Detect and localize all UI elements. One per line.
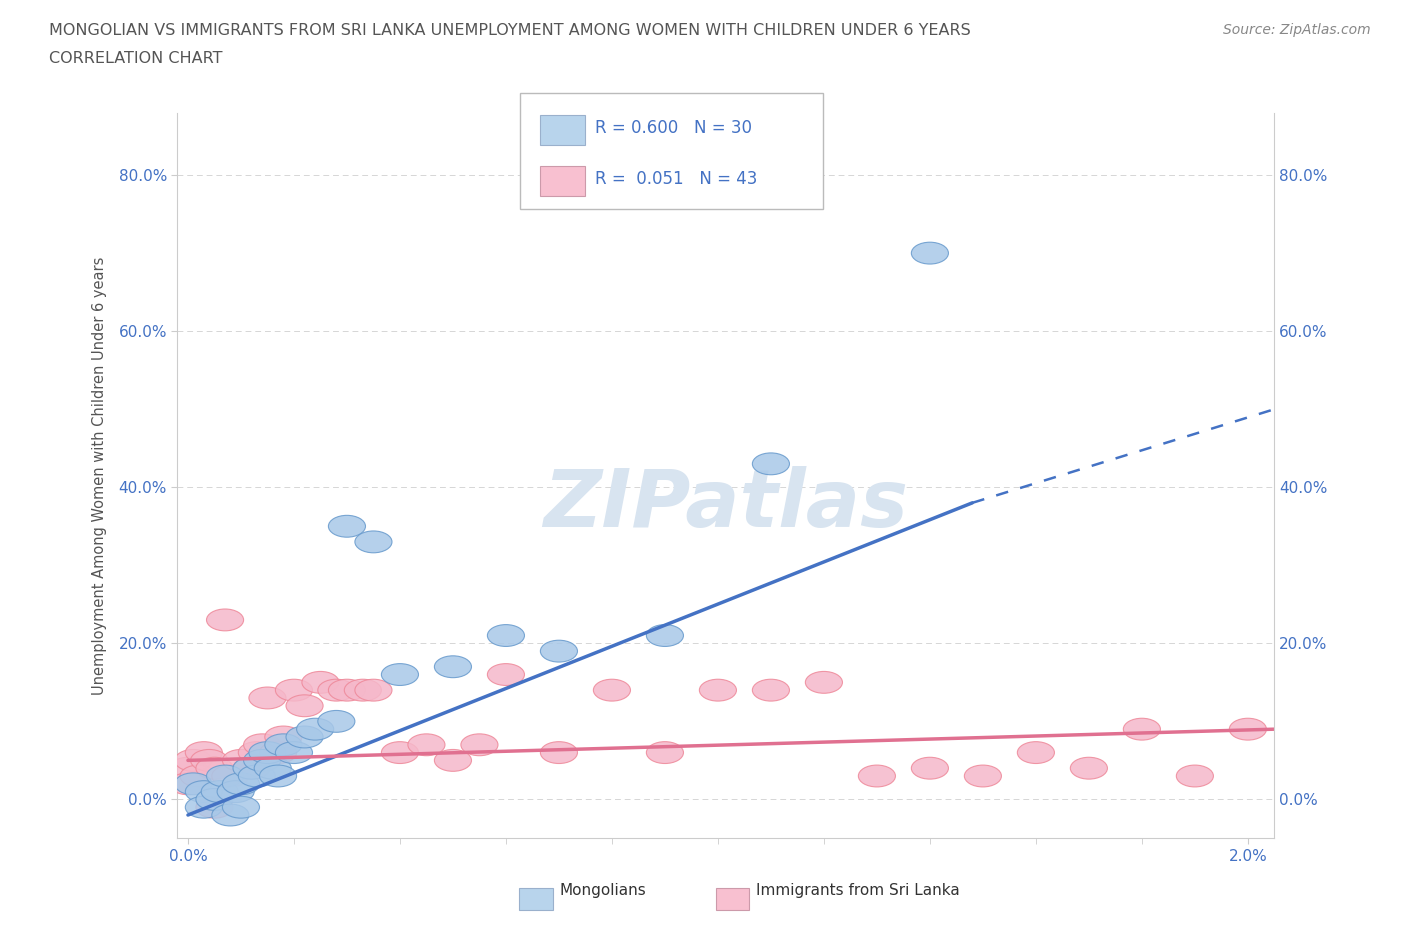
Ellipse shape (408, 734, 444, 756)
Ellipse shape (260, 765, 297, 787)
Ellipse shape (911, 242, 949, 264)
Ellipse shape (647, 625, 683, 646)
Ellipse shape (752, 453, 789, 474)
Ellipse shape (1177, 765, 1213, 787)
Ellipse shape (1229, 718, 1267, 740)
Ellipse shape (858, 765, 896, 787)
Ellipse shape (233, 757, 270, 779)
Ellipse shape (302, 671, 339, 693)
Ellipse shape (186, 741, 222, 764)
Ellipse shape (207, 765, 243, 787)
Ellipse shape (752, 679, 789, 701)
Ellipse shape (488, 625, 524, 646)
Ellipse shape (207, 609, 243, 631)
Ellipse shape (191, 750, 228, 771)
Ellipse shape (217, 780, 254, 803)
Ellipse shape (344, 679, 381, 701)
Ellipse shape (1018, 741, 1054, 764)
Text: ZIPatlas: ZIPatlas (543, 466, 908, 543)
Text: R =  0.051   N = 43: R = 0.051 N = 43 (595, 170, 756, 188)
Ellipse shape (249, 687, 285, 709)
Ellipse shape (806, 671, 842, 693)
Ellipse shape (461, 734, 498, 756)
Ellipse shape (329, 679, 366, 701)
Ellipse shape (276, 741, 312, 764)
Ellipse shape (264, 726, 302, 748)
Ellipse shape (186, 780, 222, 803)
Ellipse shape (222, 796, 260, 818)
Ellipse shape (186, 796, 222, 818)
Ellipse shape (222, 773, 260, 795)
Ellipse shape (540, 741, 578, 764)
Ellipse shape (318, 711, 354, 732)
Ellipse shape (381, 664, 419, 685)
Ellipse shape (285, 726, 323, 748)
Ellipse shape (318, 679, 354, 701)
Ellipse shape (174, 750, 212, 771)
Ellipse shape (1123, 718, 1160, 740)
Ellipse shape (354, 531, 392, 552)
Ellipse shape (243, 734, 281, 756)
Ellipse shape (647, 741, 683, 764)
Ellipse shape (201, 780, 238, 803)
Text: R = 0.600   N = 30: R = 0.600 N = 30 (595, 119, 752, 137)
Ellipse shape (329, 515, 366, 538)
Ellipse shape (243, 750, 281, 771)
Ellipse shape (222, 750, 260, 771)
Ellipse shape (180, 765, 217, 787)
Ellipse shape (249, 741, 285, 764)
Ellipse shape (238, 741, 276, 764)
Ellipse shape (434, 750, 471, 771)
Ellipse shape (540, 640, 578, 662)
Ellipse shape (260, 741, 297, 764)
Ellipse shape (1070, 757, 1108, 779)
Text: MONGOLIAN VS IMMIGRANTS FROM SRI LANKA UNEMPLOYMENT AMONG WOMEN WITH CHILDREN UN: MONGOLIAN VS IMMIGRANTS FROM SRI LANKA U… (49, 23, 972, 38)
Text: Mongolians: Mongolians (560, 884, 647, 898)
Ellipse shape (354, 679, 392, 701)
Ellipse shape (169, 773, 207, 795)
Ellipse shape (169, 757, 207, 779)
Ellipse shape (174, 773, 212, 795)
Text: CORRELATION CHART: CORRELATION CHART (49, 51, 222, 66)
Ellipse shape (276, 679, 312, 701)
Ellipse shape (195, 789, 233, 810)
Ellipse shape (297, 718, 333, 740)
Ellipse shape (434, 656, 471, 678)
Ellipse shape (264, 734, 302, 756)
Ellipse shape (381, 741, 419, 764)
Ellipse shape (212, 765, 249, 787)
Text: Immigrants from Sri Lanka: Immigrants from Sri Lanka (756, 884, 960, 898)
Ellipse shape (488, 664, 524, 685)
Ellipse shape (212, 804, 249, 826)
Ellipse shape (593, 679, 630, 701)
Ellipse shape (195, 796, 233, 818)
Ellipse shape (233, 757, 270, 779)
Ellipse shape (238, 765, 276, 787)
Ellipse shape (911, 757, 949, 779)
Text: Source: ZipAtlas.com: Source: ZipAtlas.com (1223, 23, 1371, 37)
Ellipse shape (285, 695, 323, 717)
Ellipse shape (699, 679, 737, 701)
Ellipse shape (195, 757, 233, 779)
Y-axis label: Unemployment Among Women with Children Under 6 years: Unemployment Among Women with Children U… (93, 257, 107, 695)
Ellipse shape (965, 765, 1001, 787)
Ellipse shape (254, 757, 291, 779)
